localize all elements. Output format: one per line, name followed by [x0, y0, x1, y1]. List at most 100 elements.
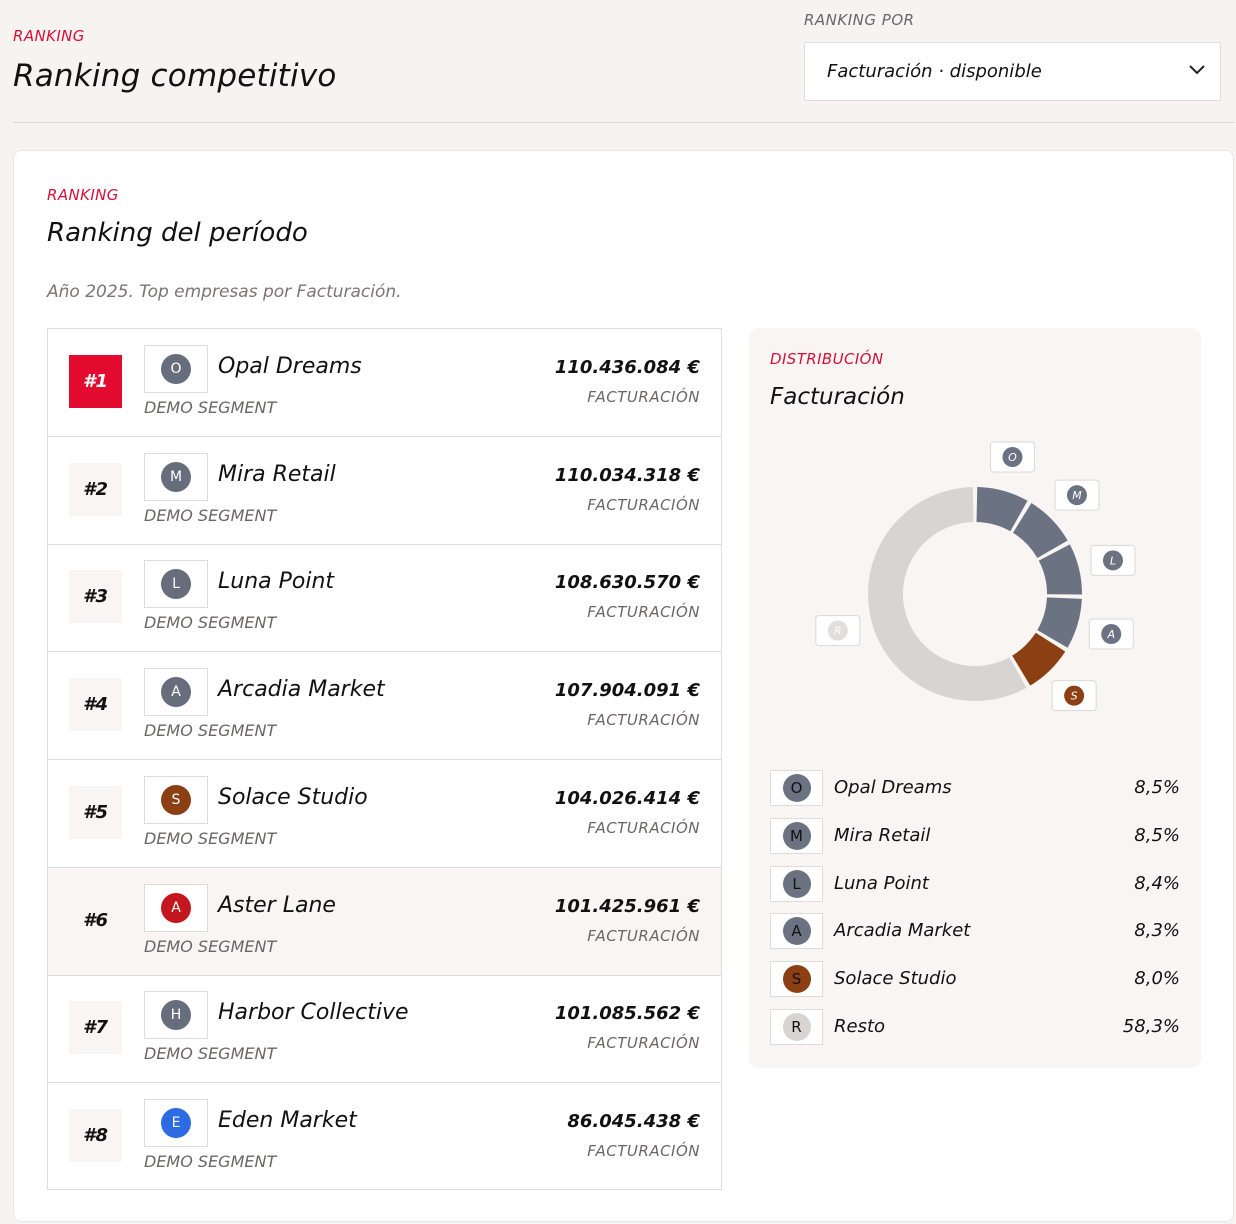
- rank-badge: #7: [69, 1001, 122, 1055]
- slice-marker: M: [1054, 479, 1100, 511]
- distribution-title: Facturación: [770, 384, 905, 410]
- company-avatar: E: [161, 1107, 191, 1138]
- legend-avatar: O: [782, 774, 811, 802]
- slice-marker-label: S: [1071, 690, 1078, 703]
- table-row[interactable]: #6 A Aster Lane DEMO SEGMENT 101.425.961…: [48, 867, 721, 976]
- legend-name: Resto: [834, 1016, 886, 1037]
- legend-avatar: S: [782, 965, 811, 994]
- company-avatar: O: [161, 354, 191, 384]
- legend-logo: O: [770, 770, 823, 806]
- company-avatar: A: [161, 892, 191, 923]
- legend-avatar: R: [782, 1013, 811, 1041]
- slice-marker-label: R: [834, 625, 842, 638]
- legend-name: Solace Studio: [834, 968, 957, 990]
- page-title: Ranking competitivo: [13, 58, 337, 94]
- donut-slice[interactable]: [1038, 544, 1082, 595]
- company-name: Opal Dreams: [218, 354, 362, 379]
- slice-marker-label: M: [1072, 489, 1082, 502]
- legend-name: Arcadia Market: [834, 920, 971, 942]
- metric-label: FACTURACIÓN: [587, 818, 700, 837]
- ranking-list: #1 O Opal Dreams DEMO SEGMENT 110.436.08…: [47, 328, 722, 1190]
- legend-item: O Opal Dreams 8,5%: [770, 770, 1180, 806]
- legend-item: L Luna Point 8,4%: [770, 865, 1180, 902]
- legend-percent: 8,5%: [1134, 824, 1180, 846]
- slice-marker-label: O: [1008, 451, 1017, 464]
- ranking-by-value: Facturación · disponible: [827, 61, 1042, 82]
- card-eyebrow: RANKING: [47, 186, 119, 204]
- rank-badge: #2: [69, 462, 122, 516]
- rank-badge: #8: [69, 1108, 122, 1162]
- company-avatar: H: [161, 1000, 191, 1031]
- donut-slice[interactable]: [1037, 597, 1082, 648]
- donut-chart: O M L A S R: [815, 441, 1136, 712]
- legend-avatar: M: [782, 821, 811, 850]
- slice-marker: S: [1051, 680, 1097, 712]
- company-name: Eden Market: [218, 1107, 357, 1133]
- legend-logo: S: [770, 961, 823, 998]
- company-logo: E: [144, 1098, 208, 1147]
- legend-percent: 8,0%: [1134, 968, 1180, 990]
- company-amount: 108.630.570 €: [554, 572, 700, 594]
- company-segment: DEMO SEGMENT: [144, 398, 277, 417]
- donut-slice[interactable]: [1012, 503, 1068, 558]
- company-logo: O: [144, 345, 208, 393]
- company-amount: 101.085.562 €: [554, 1003, 700, 1025]
- donut-slice[interactable]: [1012, 632, 1066, 686]
- company-amount: 110.034.318 €: [554, 464, 700, 486]
- company-amount: 101.425.961 €: [554, 895, 700, 917]
- table-row[interactable]: #5 S Solace Studio DEMO SEGMENT 104.026.…: [48, 760, 721, 868]
- table-row[interactable]: #1 O Opal Dreams DEMO SEGMENT 110.436.08…: [48, 329, 721, 437]
- company-name: Aster Lane: [218, 892, 336, 918]
- table-row[interactable]: #2 M Mira Retail DEMO SEGMENT 110.034.31…: [48, 437, 721, 545]
- rank-badge: #6: [82, 909, 109, 931]
- card-subtitle: Año 2025. Top empresas por Facturación.: [47, 282, 402, 302]
- company-segment: DEMO SEGMENT: [144, 613, 277, 633]
- company-avatar: A: [161, 677, 191, 708]
- slice-marker: L: [1090, 544, 1136, 576]
- legend-name: Opal Dreams: [834, 777, 952, 798]
- company-logo: A: [144, 883, 208, 932]
- donut-slice[interactable]: [976, 487, 1028, 532]
- metric-label: FACTURACIÓN: [587, 495, 700, 514]
- company-segment: DEMO SEGMENT: [144, 828, 277, 848]
- table-row[interactable]: #7 H Harbor Collective DEMO SEGMENT 101.…: [48, 975, 721, 1084]
- company-amount: 107.904.091 €: [554, 680, 700, 702]
- company-amount: 110.436.084 €: [554, 357, 700, 378]
- legend-item: R Resto 58,3%: [770, 1009, 1180, 1045]
- legend-percent: 8,3%: [1134, 920, 1180, 942]
- company-amount: 86.045.438 €: [567, 1110, 700, 1132]
- company-name: Arcadia Market: [218, 677, 385, 703]
- company-name: Luna Point: [218, 569, 335, 595]
- legend-percent: 8,4%: [1134, 872, 1180, 894]
- company-segment: DEMO SEGMENT: [144, 1044, 277, 1064]
- legend-avatar: A: [782, 917, 811, 946]
- table-row[interactable]: #3 L Luna Point DEMO SEGMENT 108.630.570…: [48, 544, 721, 653]
- metric-label: FACTURACIÓN: [587, 603, 700, 622]
- company-segment: DEMO SEGMENT: [144, 505, 277, 525]
- legend-logo: M: [770, 817, 823, 854]
- slice-marker-label: A: [1106, 628, 1115, 641]
- company-segment: DEMO SEGMENT: [144, 936, 277, 956]
- company-name: Mira Retail: [218, 461, 336, 487]
- ranking-card: RANKING Ranking del período Año 2025. To…: [13, 150, 1234, 1222]
- rank-badge: #3: [69, 570, 122, 624]
- donut-slice[interactable]: [867, 487, 1027, 701]
- legend-logo: R: [770, 1009, 823, 1045]
- page-eyebrow: RANKING: [13, 27, 85, 45]
- legend-item: A Arcadia Market 8,3%: [770, 913, 1180, 950]
- company-logo: M: [144, 452, 208, 501]
- table-row[interactable]: #4 A Arcadia Market DEMO SEGMENT 107.904…: [48, 652, 721, 761]
- ranking-by-select[interactable]: Facturación · disponible: [804, 42, 1221, 101]
- legend-logo: L: [770, 865, 823, 902]
- company-avatar: M: [161, 461, 191, 492]
- company-name: Solace Studio: [218, 784, 368, 810]
- slice-marker: O: [989, 441, 1035, 473]
- company-avatar: L: [161, 569, 191, 600]
- legend-logo: A: [770, 913, 823, 950]
- legend-name: Luna Point: [834, 872, 929, 894]
- legend-avatar: L: [782, 869, 811, 898]
- table-row[interactable]: #8 E Eden Market DEMO SEGMENT 86.045.438…: [48, 1083, 721, 1191]
- legend-percent: 8,5%: [1134, 777, 1180, 798]
- company-segment: DEMO SEGMENT: [144, 721, 277, 741]
